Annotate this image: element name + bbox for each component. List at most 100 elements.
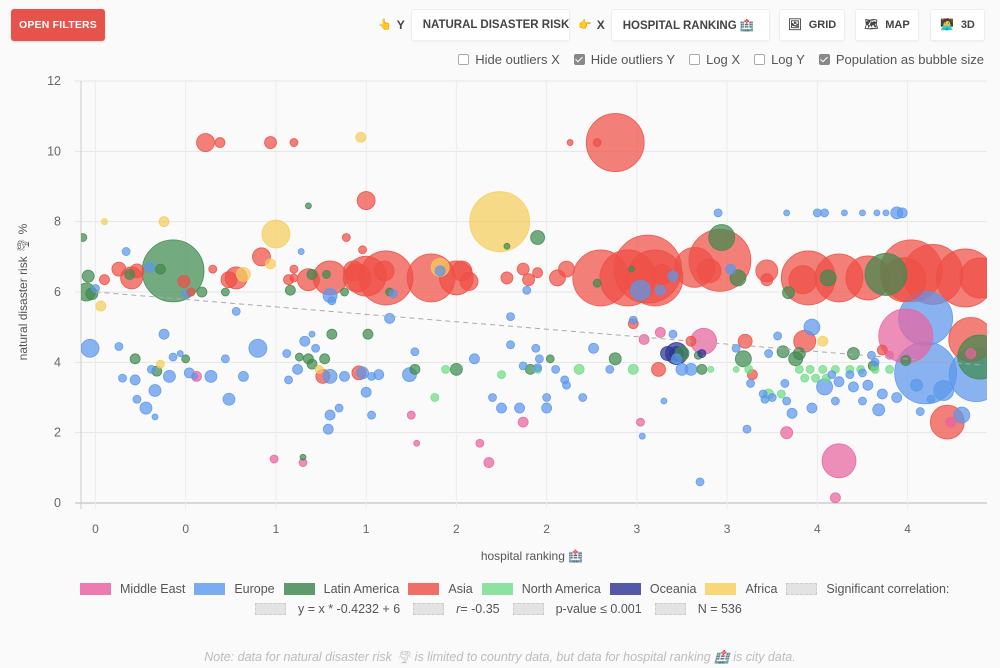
bubble-north-america[interactable] (805, 364, 815, 374)
bubble-africa[interactable] (817, 335, 829, 347)
bubble-europe[interactable] (638, 432, 646, 440)
bubble-asia[interactable] (651, 361, 666, 377)
bubble-europe[interactable] (146, 364, 156, 374)
bubble-latin-america[interactable] (864, 253, 908, 296)
bubble-asia[interactable] (585, 113, 645, 172)
bubble-europe[interactable] (222, 392, 236, 406)
bubble-latin-america[interactable] (322, 270, 331, 279)
bubble-middle-east[interactable] (483, 457, 495, 468)
bubble-asia[interactable] (358, 245, 367, 255)
bubble-middle-east[interactable] (654, 327, 666, 338)
bubble-africa[interactable] (265, 258, 276, 270)
legend-item-africa[interactable]: Africa (705, 582, 777, 596)
bubble-latin-america[interactable] (81, 269, 95, 283)
bubble-north-america[interactable] (707, 365, 715, 373)
bubble-latin-america[interactable] (305, 202, 312, 210)
bubble-europe[interactable] (469, 353, 480, 365)
log-y-checkbox[interactable]: Log Y (754, 52, 805, 67)
bubble-europe[interactable] (129, 374, 141, 386)
bubble-europe[interactable] (859, 209, 866, 217)
bubble-europe[interactable] (158, 328, 170, 340)
bubble-latin-america[interactable] (708, 224, 736, 251)
bubble-europe[interactable] (551, 364, 561, 374)
bubble-europe[interactable] (876, 388, 888, 400)
bubble-europe[interactable] (299, 335, 311, 347)
bubble-latin-america[interactable] (847, 347, 860, 360)
bubble-asia[interactable] (876, 344, 888, 356)
bubble-africa[interactable] (236, 267, 251, 282)
bubble-europe[interactable] (725, 263, 737, 275)
3d-button[interactable]: 🧑‍💻 3D (930, 9, 985, 41)
bubble-europe[interactable] (434, 265, 446, 277)
bubble-africa[interactable] (95, 300, 107, 312)
bubble-asia[interactable] (500, 271, 514, 285)
bubble-latin-america[interactable] (181, 354, 191, 364)
bubble-middle-east[interactable] (475, 438, 485, 448)
bubble-europe[interactable] (388, 289, 398, 299)
bubble-europe[interactable] (812, 208, 822, 218)
log-x-checkbox[interactable]: Log X (689, 52, 740, 67)
bubble-latin-america[interactable] (196, 286, 208, 298)
bubble-north-america[interactable] (573, 363, 585, 375)
bubble-latin-america[interactable] (696, 363, 708, 375)
bubble-europe[interactable] (488, 393, 497, 402)
bubble-europe[interactable] (204, 369, 218, 383)
bubble-europe[interactable] (139, 401, 153, 415)
bubble-europe[interactable] (542, 393, 552, 402)
bubble-latin-america[interactable] (220, 287, 230, 297)
bubble-asia[interactable] (186, 287, 196, 297)
bubble-europe[interactable] (667, 270, 679, 282)
bubble-europe[interactable] (39, 393, 51, 405)
bubble-europe[interactable] (118, 373, 127, 383)
bubble-europe[interactable] (148, 384, 162, 397)
bubble-europe[interactable] (660, 397, 668, 405)
bubble-north-america[interactable] (732, 365, 740, 373)
bubble-africa[interactable] (355, 131, 367, 143)
bubble-asia[interactable] (264, 136, 277, 149)
bubble-north-america[interactable] (441, 364, 450, 374)
bubble-europe[interactable] (820, 208, 829, 218)
bubble-europe[interactable] (531, 343, 541, 353)
bubble-europe[interactable] (168, 352, 178, 362)
bubble-europe[interactable] (327, 296, 337, 306)
bubble-europe[interactable] (742, 424, 752, 434)
bubble-middle-east[interactable] (780, 426, 794, 440)
bubble-latin-america[interactable] (284, 284, 296, 296)
bubble-europe[interactable] (410, 347, 420, 357)
bubble-europe[interactable] (764, 349, 774, 358)
bubble-asia[interactable] (343, 260, 364, 282)
bubble-latin-america[interactable] (729, 269, 747, 287)
bubble-europe[interactable] (506, 340, 515, 350)
bubble-asia[interactable] (356, 191, 376, 210)
bubble-europe[interactable] (896, 207, 908, 219)
bubble-europe[interactable] (773, 331, 783, 341)
bubble-latin-america[interactable] (319, 353, 331, 365)
bubble-europe[interactable] (322, 423, 334, 435)
bubble-europe[interactable] (915, 407, 925, 416)
bubble-middle-east[interactable] (406, 410, 416, 420)
bubble-asia[interactable] (289, 264, 299, 274)
bubble-asia[interactable] (289, 273, 299, 283)
bubble-europe[interactable] (891, 392, 903, 403)
bubble-asia[interactable] (592, 138, 602, 147)
bubble-africa[interactable] (261, 219, 291, 249)
bubble-europe[interactable] (367, 371, 376, 381)
bubble-europe[interactable] (297, 248, 305, 255)
grid-button[interactable]: 🖼 GRID (779, 9, 845, 41)
bubble-latin-america[interactable] (900, 355, 912, 366)
bubble-europe[interactable] (339, 370, 350, 382)
bubble-europe[interactable] (953, 406, 971, 424)
bubble-europe[interactable] (231, 306, 241, 316)
bubble-europe[interactable] (114, 342, 124, 351)
bubble-middle-east[interactable] (269, 454, 279, 464)
bubble-north-america[interactable] (885, 364, 894, 374)
bubble-europe[interactable] (248, 338, 268, 358)
legend-item-north-america[interactable]: North America (481, 582, 601, 596)
bubble-asia[interactable] (566, 139, 574, 146)
bubble-europe[interactable] (654, 284, 666, 296)
bubble-europe[interactable] (367, 410, 376, 420)
bubble-asia[interactable] (788, 265, 818, 295)
bubble-europe[interactable] (806, 402, 818, 414)
bubble-latin-america[interactable] (503, 242, 511, 250)
legend-item-asia[interactable]: Asia (408, 582, 473, 596)
